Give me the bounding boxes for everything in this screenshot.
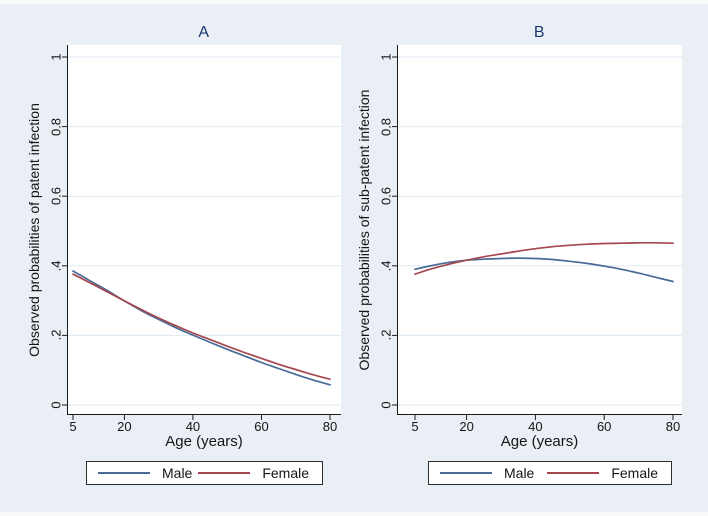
- y-tick-label: 0.8: [378, 117, 394, 136]
- panel-a-title: A: [198, 24, 210, 41]
- x-tick-label: 80: [665, 419, 681, 434]
- panel-a-x-axis-title: Age (years): [165, 433, 243, 450]
- legend-label-male: Male: [504, 465, 535, 481]
- x-tick-label: 40: [528, 419, 543, 434]
- panel-b-title: B: [533, 24, 546, 41]
- legend-label-female: Female: [262, 465, 309, 481]
- x-tick-label: 5: [411, 419, 419, 434]
- panel-b-legend: Male Female: [428, 461, 672, 485]
- x-tick-label: 60: [596, 419, 612, 434]
- figure-bottom-edge: [0, 512, 708, 516]
- x-tick-label: 5: [69, 419, 77, 434]
- y-tick-label: 0.8: [48, 117, 64, 136]
- y-tick-label: .2: [378, 329, 394, 341]
- female-line-swatch: [198, 472, 251, 474]
- x-tick-label: 80: [322, 419, 338, 434]
- x-tick-label: 20: [117, 419, 132, 434]
- panel-b-x-axis-title: Age (years): [500, 433, 579, 450]
- y-tick-label: 1: [48, 53, 64, 61]
- y-tick-label: 0: [48, 401, 64, 409]
- panel-a-y-axis-title: Observed probabilities of patent infecti…: [26, 103, 42, 357]
- y-tick-label: 0: [378, 401, 394, 409]
- female-line-swatch: [547, 472, 600, 474]
- y-tick-label: 0.6: [48, 187, 64, 206]
- y-tick-label: 0.6: [378, 187, 394, 206]
- male-line-swatch: [98, 472, 150, 474]
- legend-label-male: Male: [162, 465, 193, 481]
- y-tick-label: .4: [48, 260, 64, 272]
- male-line-swatch: [440, 472, 492, 474]
- figure-top-edge: [0, 0, 708, 4]
- x-tick-label: 40: [185, 419, 201, 434]
- y-tick-label: 1: [378, 53, 394, 61]
- x-tick-label: 60: [254, 419, 269, 434]
- legend-label-female: Female: [611, 465, 658, 481]
- x-tick-label: 20: [459, 419, 474, 434]
- panel-b-y-axis-title: Observed probabilities of sub-patent inf…: [356, 89, 372, 371]
- panel-a-legend: Male Female: [86, 461, 323, 485]
- y-tick-label: .2: [48, 329, 64, 341]
- y-tick-label: .4: [378, 260, 394, 272]
